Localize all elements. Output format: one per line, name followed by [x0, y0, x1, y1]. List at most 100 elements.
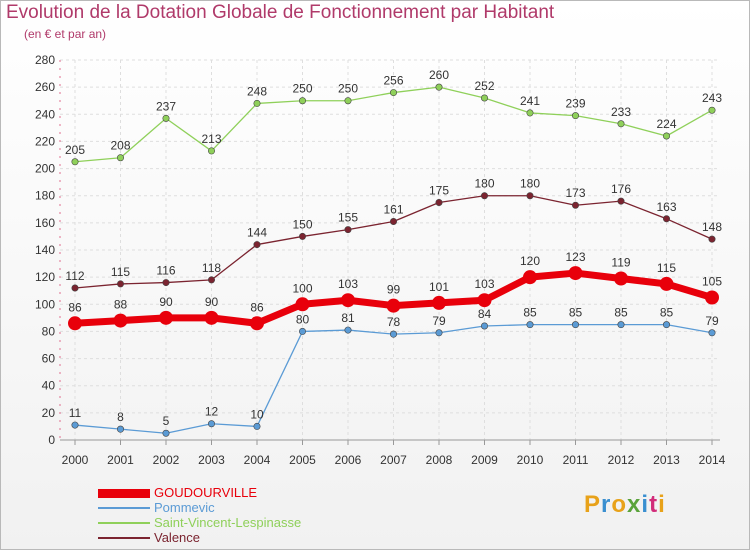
data-point-saint-vincent-lespinasse	[208, 147, 216, 155]
data-label-goudourville: 88	[114, 298, 128, 312]
data-point-goudourville	[614, 271, 628, 286]
y-tick-label: 140	[35, 243, 55, 257]
data-label-goudourville: 119	[611, 256, 630, 270]
series-lines	[68, 83, 719, 437]
data-label-saint-vincent-lespinasse: 260	[429, 68, 449, 82]
x-tick-label: 2012	[608, 453, 635, 467]
x-tick-label: 2013	[653, 453, 680, 467]
data-point-pommevic	[708, 329, 716, 337]
data-label-goudourville: 90	[159, 295, 173, 309]
data-point-goudourville	[113, 313, 128, 328]
data-label-valence: 161	[383, 203, 403, 217]
data-point-valence	[571, 201, 579, 209]
y-tick-label: 260	[35, 80, 55, 94]
data-label-pommevic: 11	[69, 406, 82, 420]
data-point-pommevic	[480, 322, 488, 330]
data-point-saint-vincent-lespinasse	[526, 109, 534, 117]
data-label-saint-vincent-lespinasse: 213	[201, 132, 221, 146]
y-tick-label: 240	[35, 107, 55, 121]
data-point-saint-vincent-lespinasse	[571, 112, 579, 120]
y-tick-label: 80	[42, 324, 56, 338]
axes: 0 20 40 60 80 100 120 140 160 180 200 220 240 260 280 2…	[35, 53, 726, 467]
legend-swatch	[98, 522, 150, 524]
data-point-goudourville	[568, 266, 583, 281]
data-label-valence: 163	[656, 200, 676, 214]
data-point-pommevic	[298, 327, 306, 335]
data-point-pommevic	[617, 321, 625, 329]
data-label-goudourville: 123	[565, 250, 585, 264]
data-label-goudourville: 103	[338, 277, 358, 291]
x-tick-label: 2010	[517, 453, 544, 467]
data-point-goudourville	[477, 293, 492, 308]
legend-item: Valence	[98, 531, 200, 545]
data-point-goudourville	[523, 270, 537, 285]
data-label-valence: 173	[565, 186, 585, 200]
legend-label: GOUDOURVILLE	[154, 485, 258, 500]
data-point-goudourville	[250, 316, 264, 331]
x-tick-label: 2011	[563, 453, 589, 467]
data-label-saint-vincent-lespinasse: 241	[520, 94, 540, 108]
data-label-valence: 176	[611, 182, 631, 196]
chart-title: Evolution de la Dotation Globale de Fonc…	[6, 2, 555, 23]
data-point-saint-vincent-lespinasse	[253, 99, 261, 107]
data-point-goudourville	[159, 310, 173, 325]
data-point-goudourville	[386, 298, 401, 313]
data-label-saint-vincent-lespinasse: 239	[565, 97, 585, 111]
x-tick-label: 2003	[198, 453, 225, 467]
data-label-saint-vincent-lespinasse: 205	[65, 143, 85, 157]
y-tick-label: 100	[35, 297, 55, 311]
data-label-valence: 150	[292, 217, 312, 231]
y-tick-label: 0	[48, 433, 55, 447]
data-label-saint-vincent-lespinasse: 250	[292, 82, 312, 96]
data-point-goudourville	[295, 297, 310, 312]
data-label-pommevic: 85	[660, 306, 674, 320]
data-label-saint-vincent-lespinasse: 248	[247, 84, 267, 98]
data-label-valence: 180	[520, 177, 540, 191]
data-point-valence	[162, 279, 170, 287]
x-tick-label: 2002	[153, 453, 180, 467]
data-label-saint-vincent-lespinasse: 243	[702, 91, 722, 105]
data-label-pommevic: 81	[341, 311, 355, 325]
data-label-saint-vincent-lespinasse: 256	[383, 74, 403, 88]
data-label-goudourville: 100	[292, 281, 312, 295]
y-tick-label: 60	[42, 352, 56, 366]
data-label-pommevic: 10	[250, 407, 264, 421]
data-label-saint-vincent-lespinasse: 233	[611, 105, 631, 119]
data-point-goudourville	[68, 316, 82, 331]
legend-swatch	[98, 537, 150, 539]
data-point-valence	[208, 276, 216, 284]
legend-swatch	[98, 488, 150, 498]
grid	[60, 59, 720, 441]
data-point-valence	[253, 241, 261, 249]
data-label-goudourville: 115	[657, 261, 676, 275]
data-point-goudourville	[341, 293, 355, 308]
y-tick-label: 200	[35, 162, 55, 176]
data-label-pommevic: 5	[163, 414, 170, 428]
data-point-valence	[526, 192, 534, 200]
x-tick-label: 2005	[289, 453, 316, 467]
x-tick-label: 2001	[107, 453, 134, 467]
data-label-goudourville: 103	[474, 277, 494, 291]
data-point-goudourville	[705, 290, 719, 305]
data-label-saint-vincent-lespinasse: 252	[474, 79, 494, 93]
data-point-pommevic	[526, 321, 534, 329]
data-label-pommevic: 85	[614, 306, 628, 320]
data-label-valence: 175	[429, 184, 449, 198]
data-label-pommevic: 85	[569, 306, 583, 320]
data-point-saint-vincent-lespinasse	[708, 106, 716, 114]
legend-label: Pommevic	[154, 500, 215, 515]
data-point-saint-vincent-lespinasse	[298, 97, 306, 105]
data-point-saint-vincent-lespinasse	[435, 83, 443, 91]
x-tick-label: 2009	[471, 453, 498, 467]
data-point-pommevic	[162, 429, 170, 437]
data-point-valence	[117, 280, 125, 288]
x-tick-label: 2000	[62, 453, 89, 467]
data-point-pommevic	[253, 422, 261, 430]
data-point-valence	[389, 218, 397, 226]
y-tick-label: 280	[35, 53, 55, 67]
legend-swatch	[98, 507, 150, 509]
data-point-valence	[662, 215, 670, 223]
data-point-valence	[298, 232, 306, 240]
legend-item: Pommevic	[98, 501, 215, 515]
